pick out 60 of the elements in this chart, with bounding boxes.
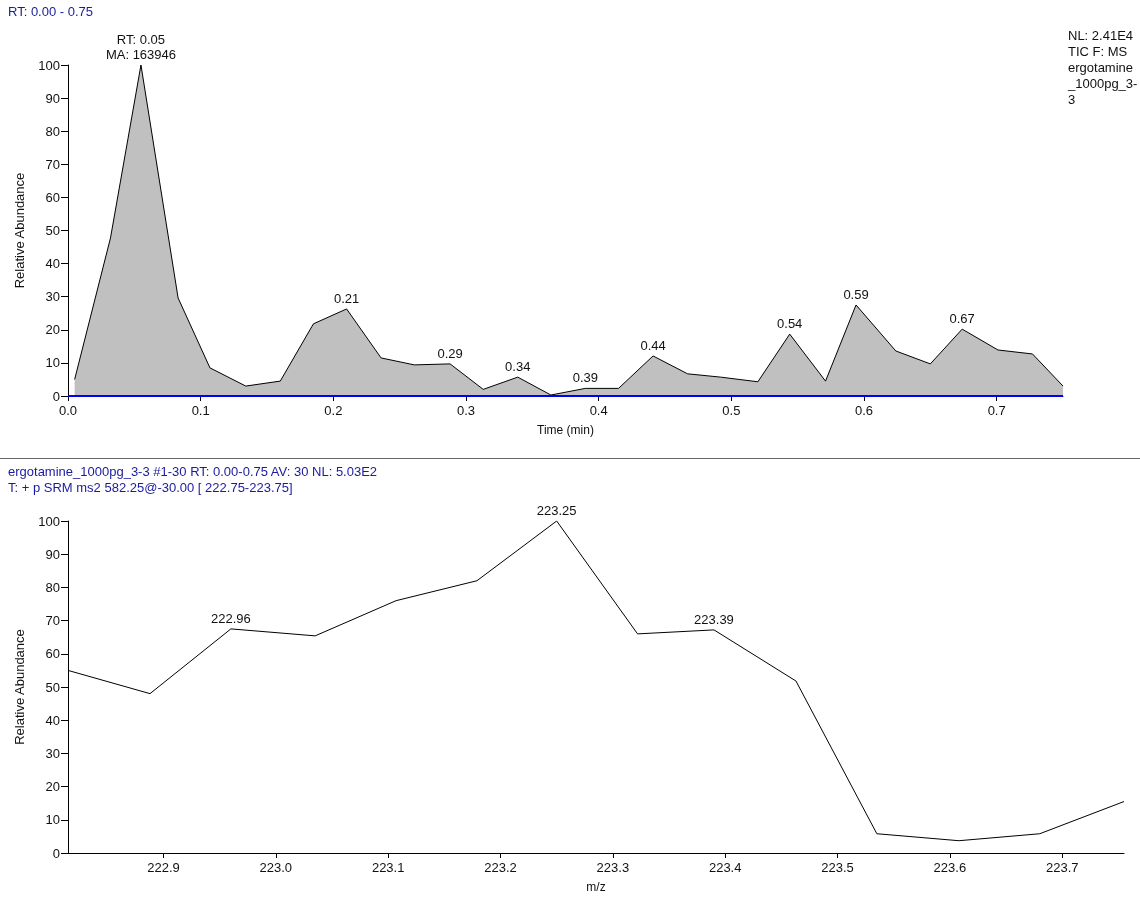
annotation: 223.25 bbox=[536, 503, 577, 518]
annotation: 0.34 bbox=[505, 359, 531, 375]
x-tick-label: 223.6 bbox=[933, 860, 967, 875]
y-tick-label: 60 bbox=[45, 189, 60, 205]
x-tick-label: 223.5 bbox=[821, 860, 854, 875]
annotation: 223.39 bbox=[694, 611, 734, 627]
annotation: 0.39 bbox=[572, 370, 599, 386]
x-axis-title: Time (min) bbox=[537, 423, 594, 437]
x-tick-label: 0.4 bbox=[589, 403, 608, 418]
y-tick-label: 60 bbox=[45, 646, 60, 662]
x-tick-label: 222.9 bbox=[147, 860, 180, 875]
y-tick-label: 70 bbox=[45, 156, 60, 172]
annotation: RT: 0.05 bbox=[116, 32, 166, 47]
x-tick-label: 0.1 bbox=[191, 403, 210, 418]
x-tick-label: 0.0 bbox=[58, 403, 78, 418]
y-tick-label: 20 bbox=[45, 322, 60, 338]
y-tick-label: 0 bbox=[52, 845, 60, 861]
annotation: 0.29 bbox=[437, 345, 463, 361]
x-tick-label: 223.0 bbox=[259, 860, 293, 875]
y-tick-label: 70 bbox=[45, 613, 60, 629]
annotation: 0.59 bbox=[843, 286, 869, 302]
y-tick-label: 80 bbox=[45, 579, 60, 595]
x-tick-label: 223.7 bbox=[1045, 860, 1079, 875]
y-tick-label: 20 bbox=[45, 779, 60, 795]
annotation: 0.67 bbox=[949, 311, 975, 327]
x-tick-label: 223.4 bbox=[708, 860, 742, 875]
y-tick-label: 80 bbox=[45, 123, 60, 139]
y-tick-label: 0 bbox=[52, 388, 60, 404]
x-axis-title: m/z bbox=[586, 880, 606, 894]
y-tick-label: 40 bbox=[45, 712, 60, 728]
x-tick-label: 223.1 bbox=[371, 860, 405, 875]
chart-title: ergotamine_1000pg_3-3 #1-30 RT: 0.00-0.75 AV: 30 NL: 5.03E2 bbox=[8, 464, 378, 479]
chart-subtitle: T: + p SRM ms2 582.25@-30.00 [ 222.75-223.75] bbox=[8, 480, 293, 495]
y-tick-label: 50 bbox=[45, 223, 60, 238]
x-tick-label: 223.2 bbox=[484, 860, 517, 875]
y-tick-label: 30 bbox=[45, 745, 60, 761]
annotation: 222.96 bbox=[211, 610, 251, 626]
annotation: MA: 163946 bbox=[105, 47, 177, 62]
y-tick-label: 50 bbox=[45, 679, 60, 695]
x-tick-label: 0.3 bbox=[456, 403, 476, 418]
x-tick-label: 0.6 bbox=[854, 403, 874, 418]
y-tick-label: 40 bbox=[45, 256, 60, 272]
y-tick-label: 90 bbox=[45, 90, 60, 106]
text: NL: 2.41E4 TIC F: MS ergotamine_1000pg_3-3 bbox=[1068, 28, 1138, 108]
y-tick-label: 30 bbox=[45, 289, 60, 305]
chart-title: RT: 0.00 - 0.75 bbox=[8, 4, 94, 19]
x-tick-label: 0.5 bbox=[722, 403, 741, 418]
x-tick-label: 0.7 bbox=[987, 403, 1006, 418]
annotation: 0.44 bbox=[640, 337, 666, 353]
y-axis-title: Relative Abundance bbox=[12, 629, 27, 745]
annotation: 0.54 bbox=[777, 316, 803, 332]
annotation: 0.21 bbox=[333, 290, 360, 306]
x-tick-label: 223.3 bbox=[596, 860, 630, 875]
y-tick-label: 10 bbox=[45, 812, 60, 828]
y-tick-label: 10 bbox=[45, 355, 60, 371]
y-tick-label: 100 bbox=[38, 513, 60, 529]
y-tick-label: 100 bbox=[38, 57, 60, 73]
y-tick-label: 90 bbox=[45, 546, 60, 562]
y-axis-title: Relative Abundance bbox=[12, 172, 27, 289]
x-tick-label: 0.2 bbox=[324, 403, 343, 418]
